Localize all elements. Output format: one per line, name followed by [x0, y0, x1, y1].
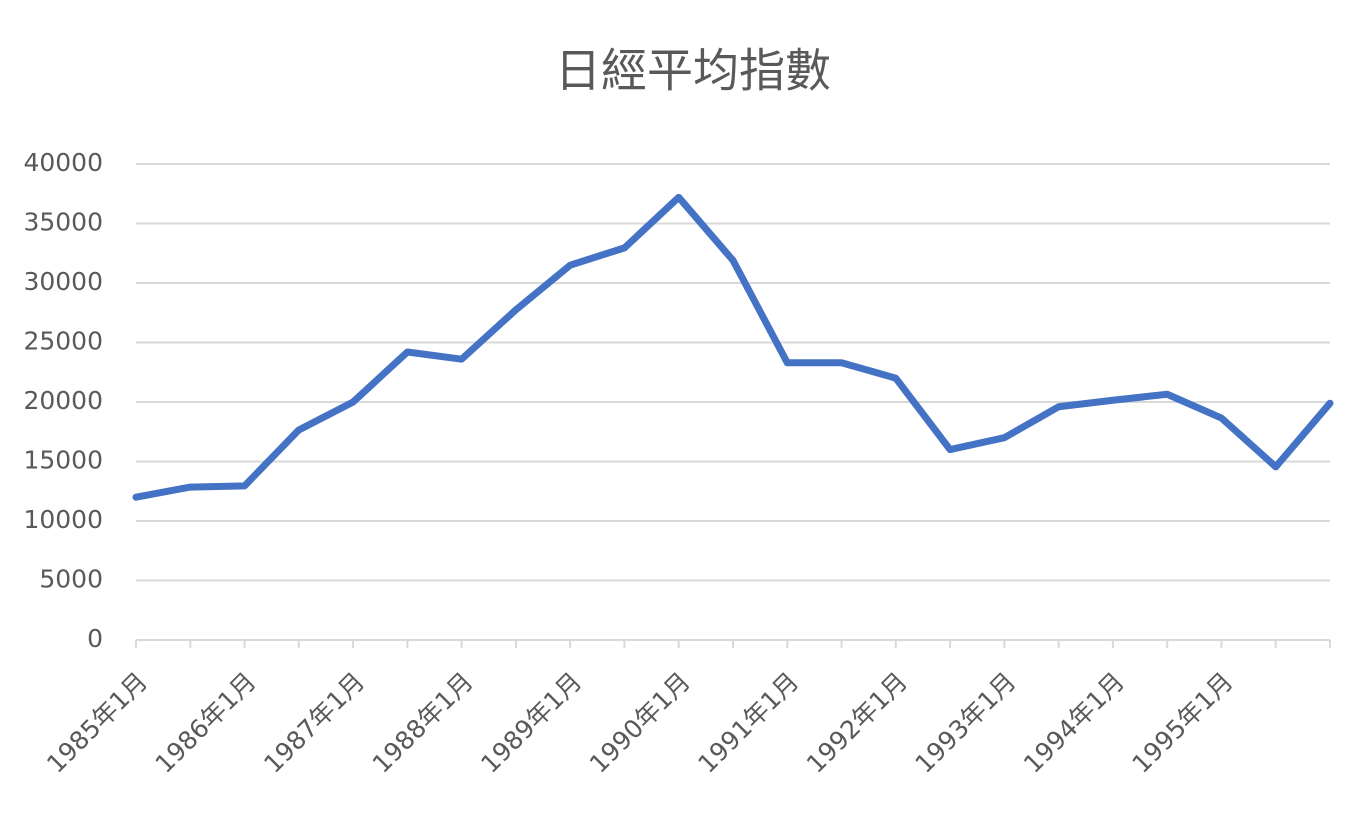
y-tick-label: 40000 — [23, 148, 103, 177]
y-tick-label: 15000 — [23, 446, 103, 475]
x-tick-label: 1995年1月 — [1127, 667, 1239, 779]
y-tick-label: 5000 — [39, 565, 103, 594]
x-tick-label: 1985年1月 — [41, 667, 153, 779]
x-tick-label: 1987年1月 — [258, 667, 370, 779]
x-tick-label: 1990年1月 — [584, 667, 696, 779]
x-tick-label: 1994年1月 — [1018, 667, 1130, 779]
chart-title: 日經平均指數 — [555, 44, 831, 98]
y-tick-label: 35000 — [23, 208, 103, 237]
x-tick-label: 1992年1月 — [801, 667, 913, 779]
y-tick-label: 20000 — [23, 386, 103, 415]
x-tick-label: 1986年1月 — [150, 667, 262, 779]
y-tick-label: 25000 — [23, 327, 103, 356]
y-tick-label: 30000 — [23, 267, 103, 296]
x-tick-label: 1989年1月 — [475, 667, 587, 779]
x-tick-label: 1988年1月 — [367, 667, 479, 779]
x-tick-label: 1991年1月 — [692, 667, 804, 779]
y-tick-label: 10000 — [23, 505, 103, 534]
x-tick-label: 1993年1月 — [909, 667, 1021, 779]
y-tick-label: 0 — [87, 624, 103, 653]
data-line — [132, 193, 1334, 501]
